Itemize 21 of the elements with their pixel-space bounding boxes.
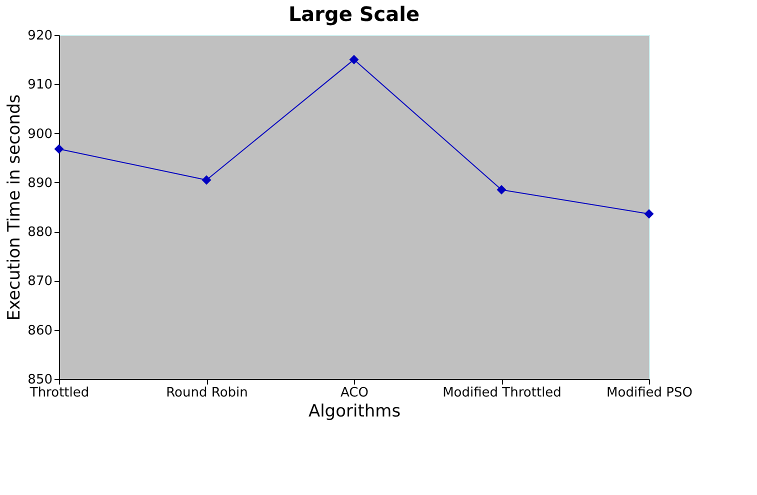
- y-tick-label: 920: [28, 28, 52, 44]
- point: [202, 175, 212, 185]
- y-tick-label: 860: [28, 323, 52, 338]
- chart-title: Large Scale: [288, 2, 420, 26]
- x-tick-label: Modified Throttled: [442, 386, 562, 400]
- y-tick-label: 900: [28, 126, 52, 142]
- point: [496, 185, 506, 195]
- point: [349, 54, 359, 64]
- y-tick-label: 850: [28, 372, 52, 388]
- x-tick-label: Round Robin: [166, 386, 248, 400]
- y-tick-label: 880: [28, 225, 52, 240]
- x-tick-label: ACO: [340, 386, 368, 400]
- y-axis-title: Execution Time in seconds: [4, 94, 25, 321]
- x-tick-label: Modified PSO: [606, 386, 692, 400]
- y-tick-label: 870: [28, 274, 52, 290]
- x-axis-title: Algorithms: [308, 402, 401, 422]
- y-tick-label: 890: [28, 176, 52, 191]
- x-tick-label: Throttled: [28, 386, 90, 400]
- point: [54, 144, 64, 154]
- y-tick-label: 910: [28, 78, 52, 93]
- point: [644, 209, 654, 219]
